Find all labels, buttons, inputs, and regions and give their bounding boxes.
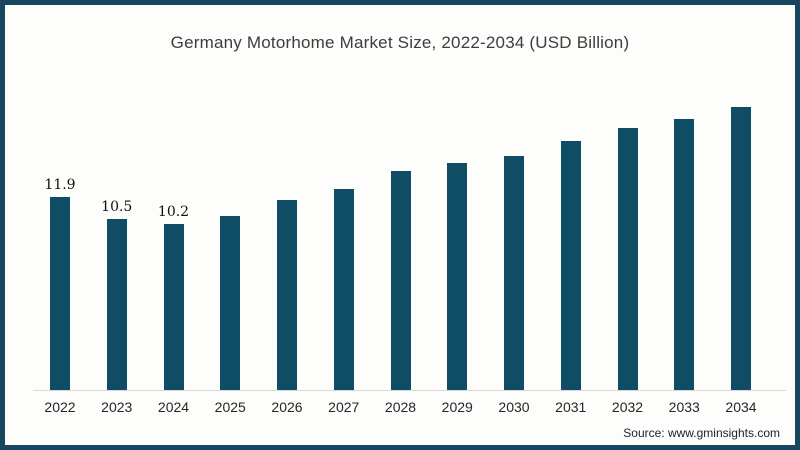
source-note: Source: www.gminsights.com [623,426,780,440]
x-tick-label-2022: 2022 [44,399,76,415]
x-tick-label-2024: 2024 [157,399,190,415]
bar-2029 [447,162,468,390]
bar-2028 [390,170,411,390]
x-tick-label-2033: 2033 [668,399,700,415]
x-tick-label-2034: 2034 [725,399,757,415]
bar-2030 [504,156,524,390]
bar-2034 [731,107,751,390]
x-tick-label-2025: 2025 [214,399,246,415]
x-tick-label-2023: 2023 [101,399,133,415]
bar-2033 [674,118,695,390]
x-tick-label-2027: 2027 [328,399,360,415]
bar-2031 [560,141,581,390]
x-tick-label-2031: 2031 [555,399,587,415]
chart-title: Germany Motorhome Market Size, 2022-2034… [170,33,630,52]
bar-chart-plot-area: 11.9 2022 10.5 2023 10.2 2024 2025 2026 2027 2028… [5,5,795,445]
x-tick-label-2029: 2029 [441,399,473,415]
bar-2025 [220,216,241,390]
x-tick-label-2030: 2030 [498,399,530,415]
bar-2026 [277,199,297,390]
x-tick-label-2026: 2026 [271,399,303,415]
x-tick-label-2032: 2032 [611,399,644,415]
x-axis-line [33,390,786,391]
bar-2022 [50,196,70,390]
x-tick-label-2028: 2028 [384,399,417,415]
bar-value-label-2022: 11.9 [44,176,76,193]
bar-2027 [333,188,354,390]
bar-2032 [617,128,638,390]
bar-2023 [106,219,127,390]
bar-2024 [163,224,184,390]
bar-value-label-2023: 10.5 [101,199,133,216]
bar-value-label-2024: 10.2 [157,204,190,221]
